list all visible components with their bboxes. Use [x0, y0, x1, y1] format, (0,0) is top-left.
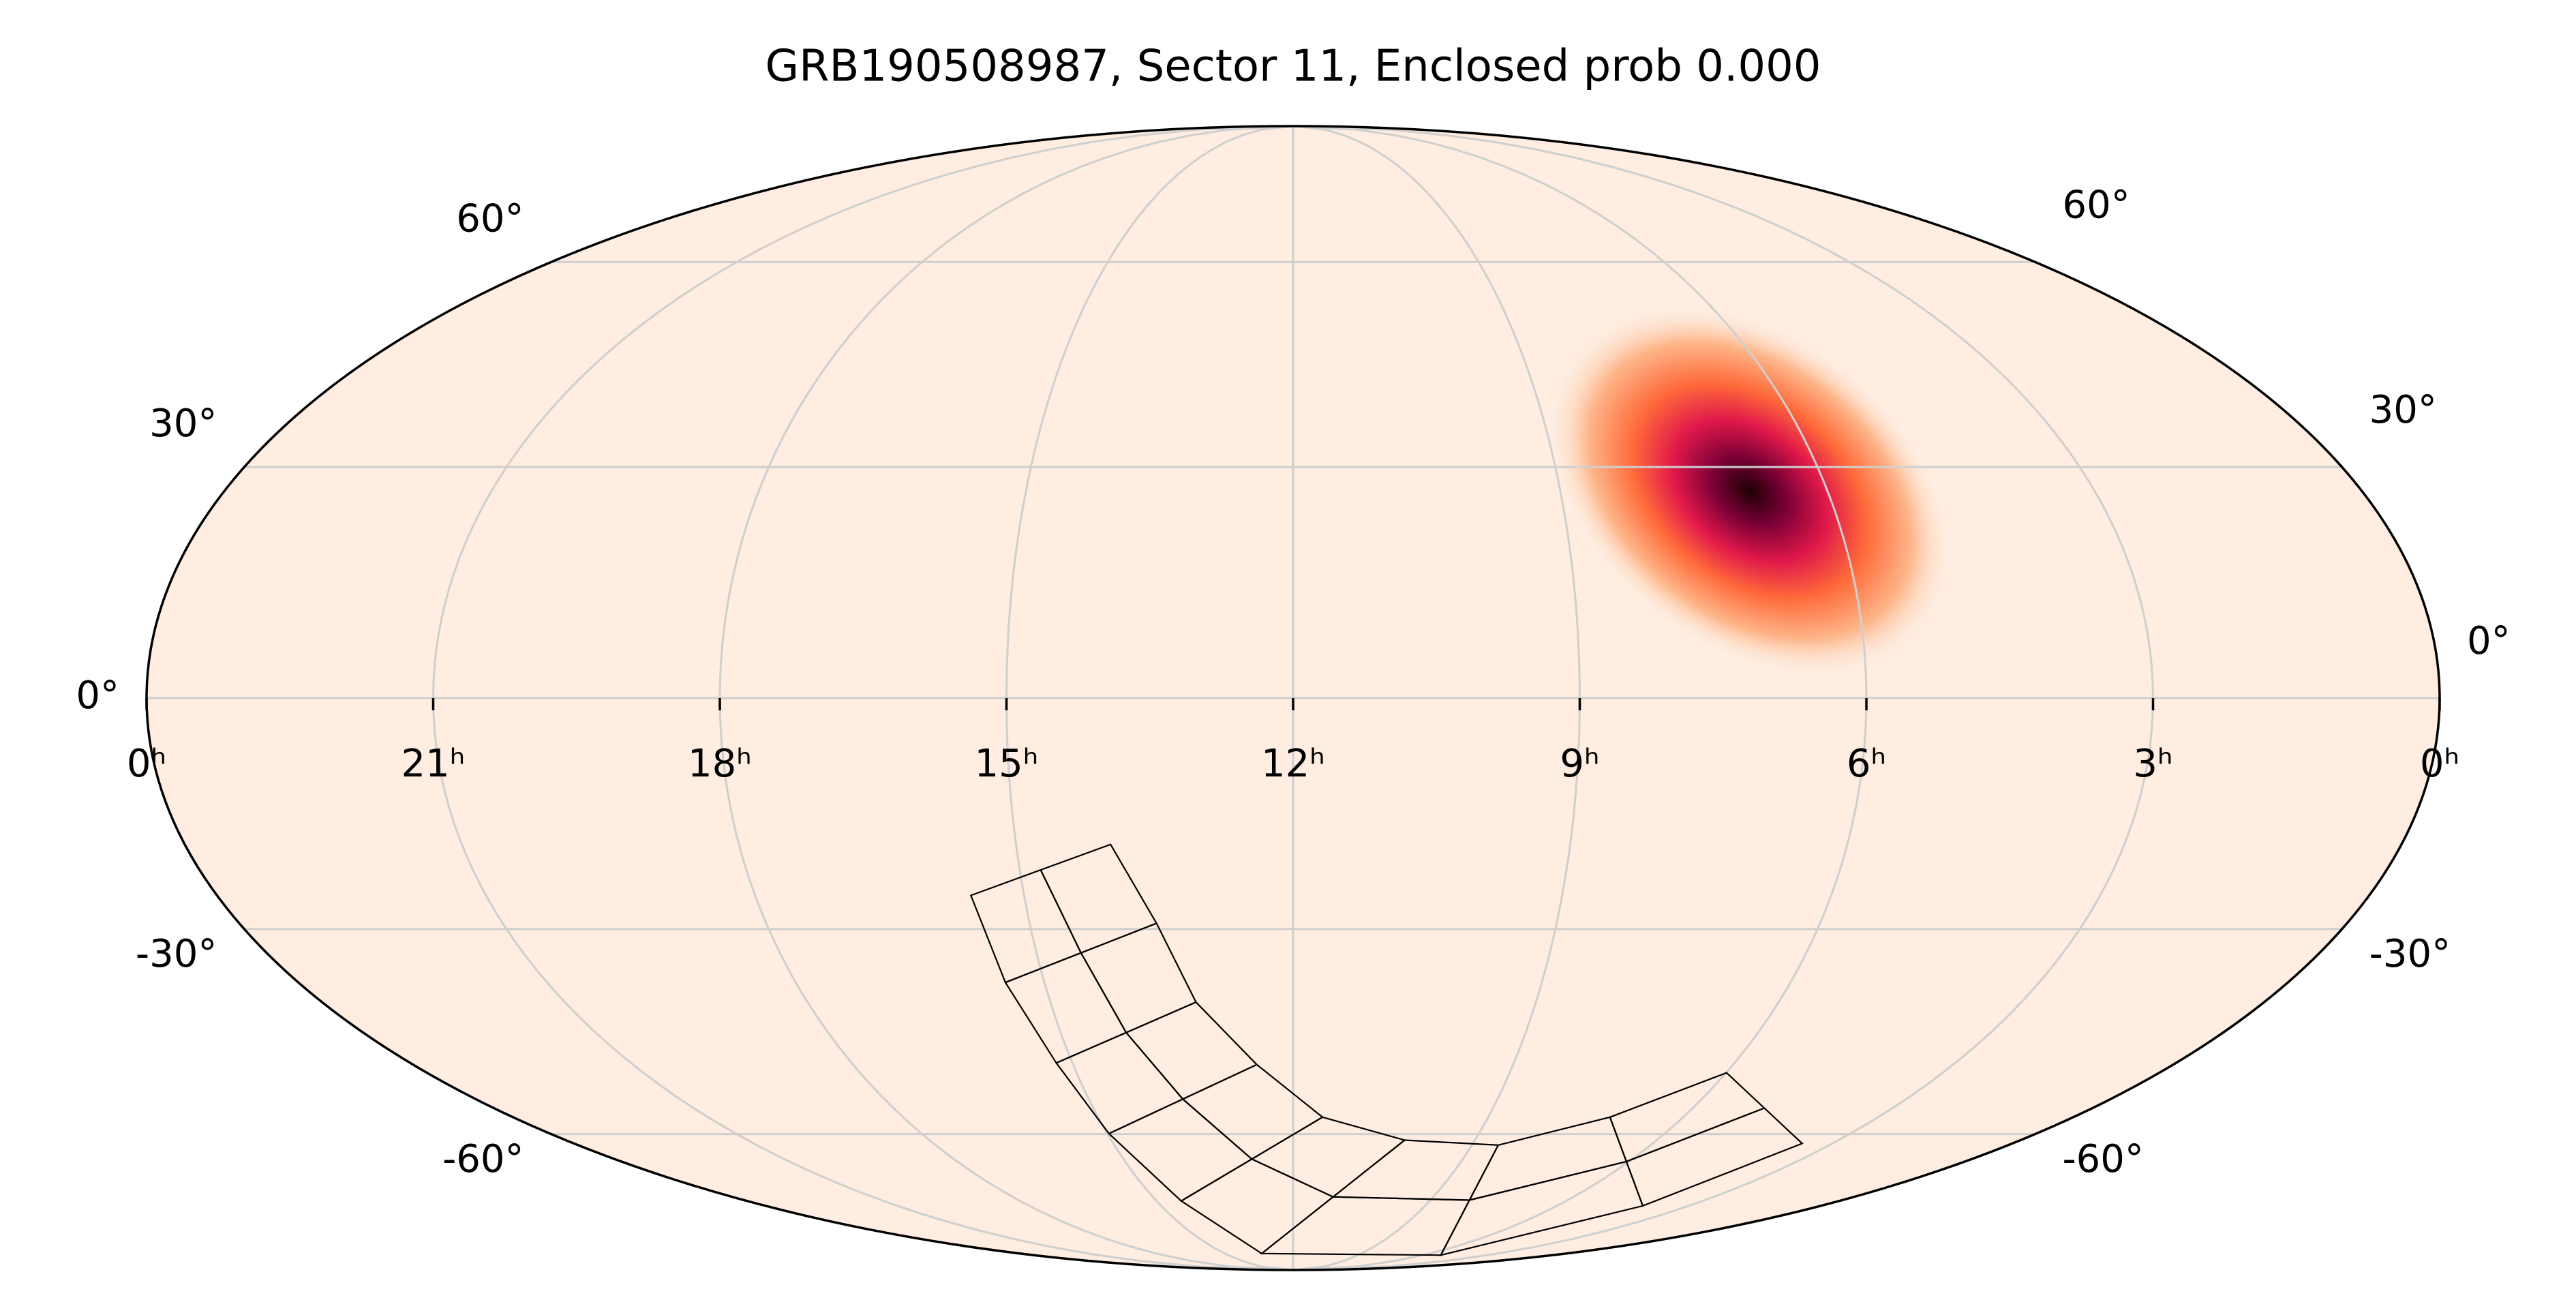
- x-tick-label: 9ʰ: [1560, 742, 1599, 786]
- chart-title: GRB190508987, Sector 11, Enclosed prob 0…: [765, 42, 1821, 92]
- y-tick-label: -30°: [2369, 932, 2451, 976]
- x-tick-label: 12ʰ: [1261, 742, 1325, 786]
- y-tick-label: 0°: [76, 674, 119, 718]
- y-tick-label: -30°: [136, 932, 217, 976]
- x-tick-label: 15ʰ: [975, 742, 1039, 786]
- x-tick-label: 21ʰ: [401, 742, 466, 786]
- y-tick-label: 60°: [2062, 183, 2130, 227]
- y-tick-label: 0°: [2467, 619, 2511, 663]
- footprint-ccd: [1609, 1072, 1766, 1163]
- y-tick-label: -60°: [2062, 1137, 2143, 1181]
- x-tick-label: 0ʰ: [2420, 742, 2459, 786]
- y-tick-label: 30°: [149, 402, 217, 446]
- y-tick-label: 60°: [456, 196, 524, 241]
- x-tick-label: 0ʰ: [127, 742, 166, 786]
- y-tick-label: -60°: [442, 1137, 524, 1181]
- y-tick-label: 30°: [2369, 388, 2437, 432]
- x-tick-label: 18ʰ: [688, 742, 752, 786]
- x-tick-label: 3ʰ: [2133, 742, 2172, 786]
- probability-blob: [1547, 305, 1952, 677]
- x-tick-label: 6ʰ: [1847, 742, 1886, 786]
- sky-map: 0ʰ 21ʰ 18ʰ 15ʰ 12ʰ 9ʰ 6ʰ 3ʰ 0ʰ -60° -60° -30° -30° 0°…: [76, 125, 2511, 1271]
